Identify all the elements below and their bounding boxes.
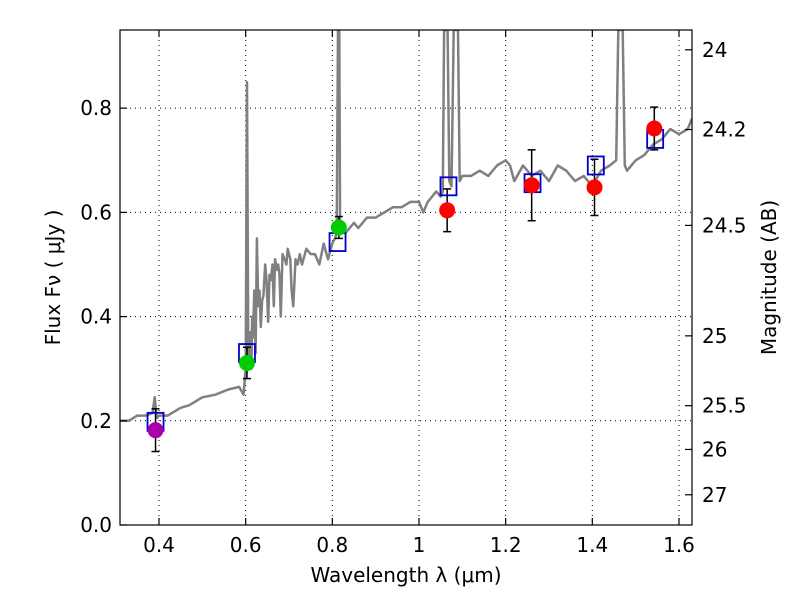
x-tick-label: 0.6 bbox=[230, 533, 262, 557]
errorbars bbox=[151, 106, 659, 453]
spectrum-line bbox=[120, 30, 692, 423]
y2-tick-label: 26 bbox=[702, 437, 727, 461]
x-tick-label: 1.6 bbox=[663, 533, 695, 557]
plot-frame bbox=[119, 29, 693, 526]
observed-point bbox=[586, 179, 603, 196]
model-box bbox=[586, 155, 605, 176]
y2-tick-label: 25 bbox=[702, 324, 727, 348]
observed-point bbox=[147, 422, 164, 439]
observed-point bbox=[238, 354, 255, 371]
y-tick-label: 0.4 bbox=[80, 305, 112, 329]
y2-tick-label: 25.5 bbox=[702, 394, 747, 418]
y2-tick-label: 24.2 bbox=[702, 118, 747, 142]
y-axis-label: Flux Fν ( μJy ) bbox=[41, 210, 65, 346]
model-boxes bbox=[146, 128, 665, 432]
x-axis-label: Wavelength λ (μm) bbox=[310, 563, 501, 587]
spectrum-series bbox=[120, 30, 692, 423]
y-tick-label: 0.2 bbox=[80, 409, 112, 433]
axis-ticks: 0.4 0.6 0.8 1 1.2 1.4 1.6 0.0 0.2 0.4 0.6 0.8 24 24.2… bbox=[80, 30, 747, 557]
y2-axis-label: Magnitude (AB) bbox=[757, 200, 781, 355]
observed-point bbox=[439, 202, 456, 219]
x-tick-label: 0.4 bbox=[143, 533, 175, 557]
y-tick-label: 0.8 bbox=[80, 96, 112, 120]
y2-tick-label: 24 bbox=[702, 38, 727, 62]
observed-point bbox=[646, 120, 663, 137]
y-tick-label: 0.0 bbox=[80, 513, 112, 537]
observed-point bbox=[330, 219, 347, 236]
x-tick-label: 0.8 bbox=[316, 533, 348, 557]
observed-point bbox=[523, 177, 540, 194]
y2-tick-label: 24.5 bbox=[702, 213, 747, 237]
grid bbox=[120, 30, 692, 525]
x-tick-label: 1 bbox=[413, 533, 426, 557]
x-tick-label: 1.4 bbox=[576, 533, 608, 557]
model-box bbox=[439, 176, 458, 197]
observed-points bbox=[147, 120, 663, 439]
y-tick-label: 0.6 bbox=[80, 200, 112, 224]
y2-tick-label: 27 bbox=[702, 483, 727, 507]
x-tick-label: 1.2 bbox=[490, 533, 522, 557]
